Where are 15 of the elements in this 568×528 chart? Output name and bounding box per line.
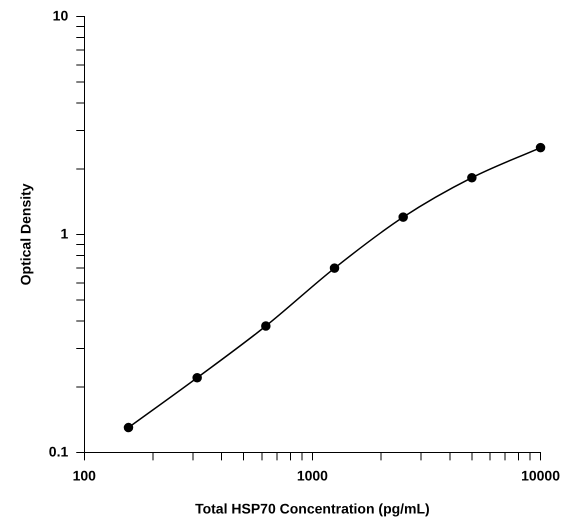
point [467,172,477,182]
x-tick-label: 1000 [296,468,328,484]
y-tick-label: 1 [60,225,68,242]
point [124,422,134,432]
point [330,263,340,273]
y-tick-label: 10 [52,7,68,24]
x-tick-label: 100 [72,468,96,484]
point [261,321,271,331]
point [398,212,408,222]
y-tick-label: 0.1 [48,443,68,460]
x-axis-title: Total HSP70 Concentration (pg/mL) [195,500,430,516]
y-axis-title: Optical Density [17,183,34,286]
point [192,373,202,382]
x-tick-label: 10000 [521,468,560,484]
point [536,142,546,152]
